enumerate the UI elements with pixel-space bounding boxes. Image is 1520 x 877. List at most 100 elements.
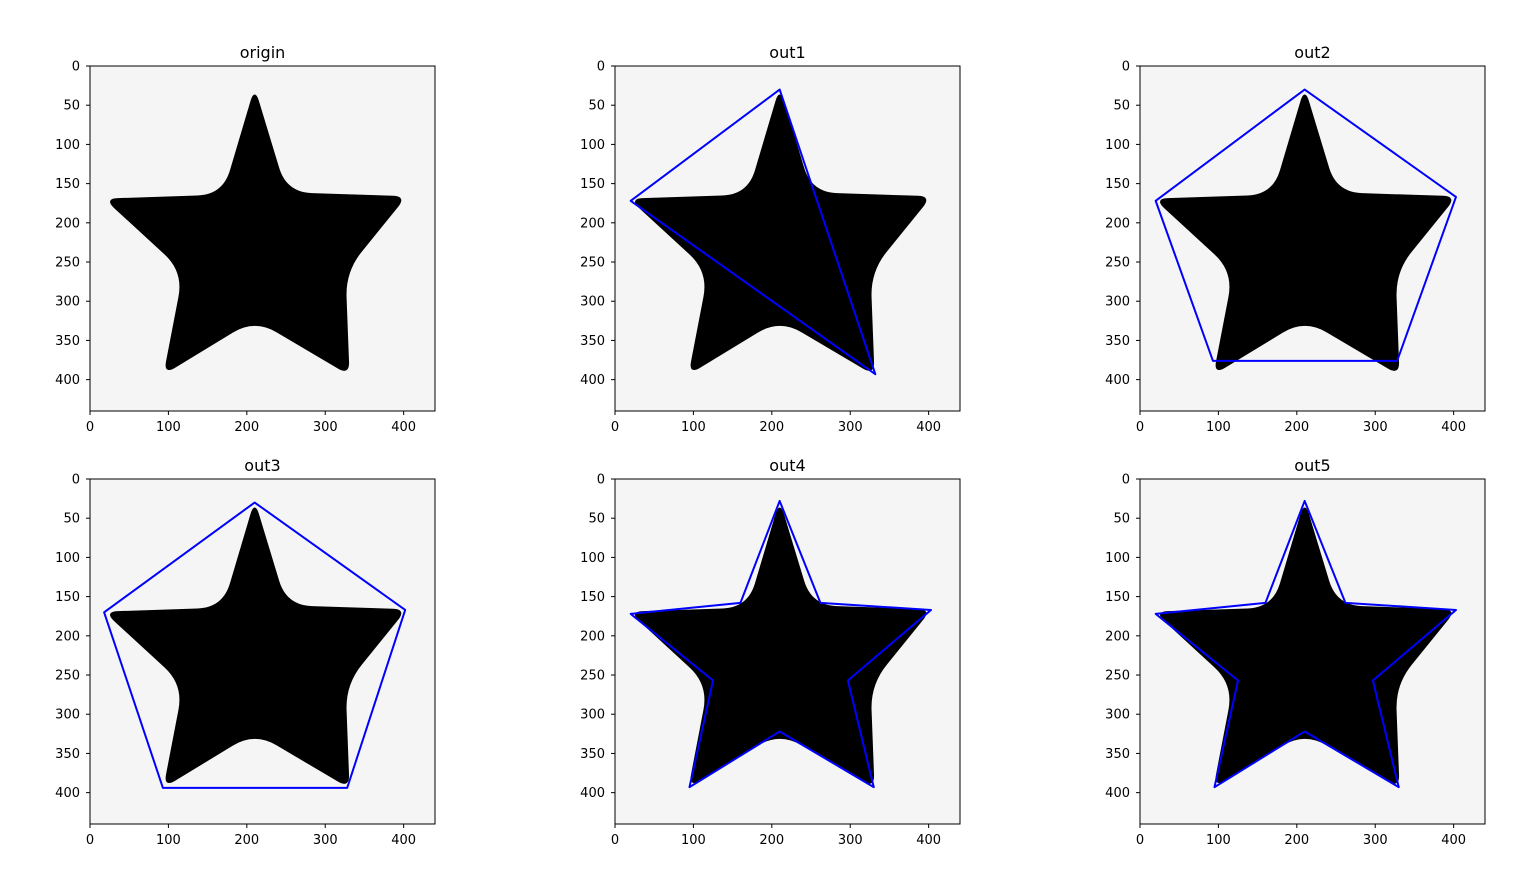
x-tick-label: 300 <box>1363 420 1388 435</box>
y-tick-label: 0 <box>1122 473 1130 488</box>
y-tick-label: 200 <box>580 629 605 644</box>
x-tick-label: 200 <box>1284 833 1309 848</box>
y-tick-label: 400 <box>1105 373 1130 388</box>
y-tick-label: 150 <box>55 590 80 605</box>
y-tick-label: 350 <box>1105 747 1130 762</box>
x-tick-label: 100 <box>681 420 706 435</box>
y-tick-label: 400 <box>55 786 80 801</box>
y-tick-label: 400 <box>1105 786 1130 801</box>
panel-out2: 0 100 200 300 400 0 50 100 150 200 250 300 350 400 out… <box>1105 43 1486 435</box>
panel-out4: 0 100 200 300 400 0 50 100 150 200 250 300 350 400 out… <box>580 456 961 848</box>
y-tick-label: 100 <box>1105 138 1130 153</box>
panel-title: origin <box>240 43 286 62</box>
y-tick-label: 250 <box>1105 256 1130 271</box>
y-tick-label: 200 <box>1105 629 1130 644</box>
y-tick-label: 150 <box>580 590 605 605</box>
x-tick-label: 400 <box>916 833 941 848</box>
panel-out1: 0 100 200 300 400 0 50 100 150 200 250 300 350 400 out… <box>580 43 961 435</box>
y-tick-label: 200 <box>55 216 80 231</box>
axes-frame <box>614 65 961 412</box>
x-tick-label: 100 <box>1206 420 1231 435</box>
y-tick-label: 400 <box>580 373 605 388</box>
y-tick-label: 100 <box>1105 551 1130 566</box>
contour-overlay <box>103 501 407 789</box>
x-tick-label: 200 <box>759 833 784 848</box>
y-tick-label: 350 <box>580 334 605 349</box>
contour-overlay <box>629 499 932 789</box>
y-tick-label: 100 <box>55 551 80 566</box>
x-tick-label: 0 <box>611 833 619 848</box>
panel-title: out2 <box>1294 43 1330 62</box>
panel-out3: 0 100 200 300 400 0 50 100 150 200 250 300 350 400 out… <box>55 456 436 848</box>
x-tick-label: 0 <box>1136 833 1144 848</box>
y-tick-label: 200 <box>1105 216 1130 231</box>
y-tick-label: 300 <box>55 295 80 310</box>
axes-frame <box>89 478 436 825</box>
x-tick-label: 200 <box>759 420 784 435</box>
y-tick-label: 250 <box>580 256 605 271</box>
y-tick-label: 400 <box>55 373 80 388</box>
y-tick-label: 50 <box>1113 99 1130 114</box>
y-tick-label: 350 <box>1105 334 1130 349</box>
x-tick-label: 400 <box>391 833 416 848</box>
y-tick-label: 50 <box>1113 512 1130 527</box>
contour-overlay <box>1154 88 1457 362</box>
y-tick-label: 100 <box>580 138 605 153</box>
y-tick-label: 200 <box>580 216 605 231</box>
y-tick-label: 350 <box>55 747 80 762</box>
star-shape <box>1160 94 1452 371</box>
x-tick-label: 0 <box>1136 420 1144 435</box>
y-tick-label: 150 <box>55 177 80 192</box>
contour-overlay <box>1154 499 1457 789</box>
y-tick-label: 50 <box>588 512 605 527</box>
x-tick-label: 200 <box>1284 420 1309 435</box>
panel-title: out4 <box>769 456 805 475</box>
x-tick-label: 0 <box>611 420 619 435</box>
y-tick-label: 300 <box>1105 708 1130 723</box>
y-tick-label: 300 <box>1105 295 1130 310</box>
y-tick-label: 50 <box>63 512 80 527</box>
axes-frame <box>89 65 436 412</box>
y-tick-label: 200 <box>55 629 80 644</box>
x-tick-label: 100 <box>1206 833 1231 848</box>
y-tick-label: 0 <box>72 60 80 75</box>
axes-frame <box>614 478 961 825</box>
panel-origin: 0 100 200 300 400 0 50 100 150 200 250 300 350 400 ori… <box>55 43 436 435</box>
y-tick-label: 150 <box>1105 177 1130 192</box>
axes-frame <box>1139 65 1486 412</box>
y-tick-label: 50 <box>63 99 80 114</box>
x-tick-label: 200 <box>234 833 259 848</box>
y-tick-label: 0 <box>597 473 605 488</box>
y-tick-label: 250 <box>55 669 80 684</box>
y-tick-label: 250 <box>1105 669 1130 684</box>
x-tick-label: 200 <box>234 420 259 435</box>
y-tick-label: 350 <box>580 747 605 762</box>
x-tick-label: 300 <box>313 420 338 435</box>
x-tick-label: 300 <box>313 833 338 848</box>
y-tick-label: 250 <box>580 669 605 684</box>
contour-overlay <box>629 88 877 376</box>
y-tick-label: 300 <box>580 708 605 723</box>
y-tick-label: 300 <box>580 295 605 310</box>
y-tick-label: 350 <box>55 334 80 349</box>
x-tick-label: 100 <box>156 420 181 435</box>
x-tick-label: 0 <box>86 420 94 435</box>
star-shape <box>110 94 402 371</box>
panel-title: out1 <box>769 43 805 62</box>
y-tick-label: 300 <box>55 708 80 723</box>
x-tick-label: 100 <box>681 833 706 848</box>
y-tick-label: 400 <box>580 786 605 801</box>
x-tick-label: 300 <box>838 833 863 848</box>
y-tick-label: 0 <box>597 60 605 75</box>
y-tick-label: 150 <box>580 177 605 192</box>
y-tick-label: 150 <box>1105 590 1130 605</box>
y-tick-label: 50 <box>588 99 605 114</box>
x-tick-label: 400 <box>1441 420 1466 435</box>
x-tick-label: 100 <box>156 833 181 848</box>
panel-out5: 0 100 200 300 400 0 50 100 150 200 250 300 350 400 out… <box>1105 456 1486 848</box>
x-tick-label: 300 <box>1363 833 1388 848</box>
x-tick-label: 400 <box>391 420 416 435</box>
x-tick-label: 400 <box>1441 833 1466 848</box>
panel-title: out5 <box>1294 456 1330 475</box>
